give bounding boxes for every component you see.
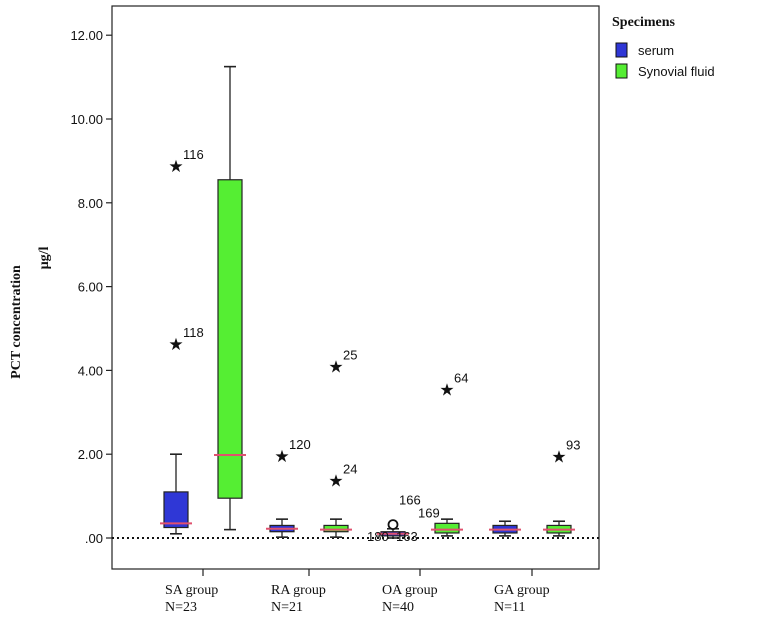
box-synovial-fluid: ★64 169 [418, 370, 468, 537]
legend-swatch-synovial-fluid [615, 63, 628, 79]
outlier-star: ★ [439, 380, 454, 399]
outlier-star: ★ [274, 447, 289, 466]
x-n-label: N=21 [271, 600, 303, 615]
x-tick-label: RA group [271, 583, 326, 598]
y-tick-label: 10.00 [70, 112, 103, 127]
outlier-star: ★ [168, 157, 183, 176]
y-tick-label: 6.00 [78, 280, 103, 295]
legend-title: Specimens [612, 15, 676, 30]
box-serum: 166 180 163 [367, 493, 421, 544]
x-axis: SA group N=23 RA group N=21 OA group N=40 GA g… [165, 569, 550, 615]
y-axis-unit: µg/l [37, 246, 52, 269]
box-serum: ★120 [266, 437, 311, 538]
legend: Specimens serum Synovial fluid [612, 15, 715, 79]
outlier-label: 163 [396, 529, 418, 544]
y-tick-label: 4.00 [78, 363, 103, 378]
box-synovial-fluid [214, 65, 246, 531]
legend-swatch-serum [615, 42, 628, 58]
legend-label-serum: serum [638, 43, 674, 58]
y-tick-label: .00 [85, 531, 103, 546]
legend-label-synovial-fluid: Synovial fluid [638, 64, 715, 79]
y-tick-label: 2.00 [78, 447, 103, 462]
box-iqr [217, 179, 243, 499]
outlier-label: 24 [343, 461, 357, 476]
x-n-label: N=23 [165, 600, 197, 615]
outlier-label: 116 [183, 147, 204, 162]
box-serum [489, 520, 521, 537]
x-n-label: N=40 [382, 600, 414, 615]
box-iqr [434, 522, 460, 534]
outlier-label: 180 [367, 529, 389, 544]
y-axis-label: PCT concentration [9, 265, 24, 379]
outlier-label: 93 [566, 437, 580, 452]
box-iqr [163, 491, 189, 529]
x-n-label: N=11 [494, 600, 526, 615]
box-synovial-fluid: ★93 [543, 437, 580, 537]
outlier-label: 169 [418, 505, 440, 520]
outlier-star: ★ [168, 335, 183, 354]
outlier-star: ★ [551, 447, 566, 466]
box-iqr [323, 524, 349, 533]
outlier-label: 120 [289, 437, 311, 452]
x-tick-label: SA group [165, 583, 218, 598]
outlier-label: 25 [343, 347, 357, 362]
outlier-circle [387, 519, 399, 530]
outlier-label: 64 [454, 370, 468, 385]
outlier-star: ★ [328, 471, 343, 490]
box-synovial-fluid: ★25★24 [320, 347, 357, 538]
y-tick-label: 8.00 [78, 196, 103, 211]
outlier-label: 118 [183, 325, 204, 340]
plot-frame [111, 5, 600, 570]
x-tick-label: OA group [382, 583, 438, 598]
outlier-star: ★ [328, 357, 343, 376]
y-axis: .00 2.00 4.00 6.00 8.00 10.00 12.00 [70, 28, 112, 546]
y-tick-label: 12.00 [70, 28, 103, 43]
outlier-label: 166 [399, 493, 421, 508]
box-serum: ★116★118 [160, 147, 204, 535]
x-tick-label: GA group [494, 583, 550, 598]
